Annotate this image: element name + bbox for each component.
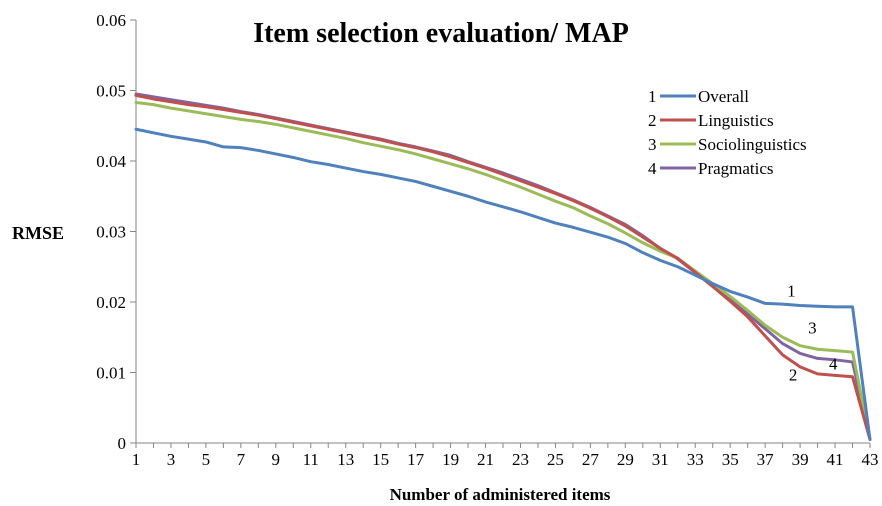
legend-number: 4 xyxy=(648,159,657,178)
series-line-sociolinguistics xyxy=(134,100,872,441)
series-line-overall xyxy=(134,127,872,441)
x-tick-label: 29 xyxy=(617,450,634,469)
x-tick-label: 15 xyxy=(372,450,389,469)
legend-label: Sociolinguistics xyxy=(698,135,807,154)
x-tick-label: 41 xyxy=(827,450,844,469)
x-tick-label: 11 xyxy=(303,450,319,469)
x-tick-label: 19 xyxy=(442,450,459,469)
x-tick-label: 43 xyxy=(862,450,879,469)
annotation-label: 2 xyxy=(789,365,798,384)
series-line-linguistics xyxy=(134,93,872,441)
y-tick-label: 0.02 xyxy=(96,293,126,312)
series-lines xyxy=(134,92,872,441)
y-tick-label: 0.03 xyxy=(96,223,126,242)
x-axis-label: Number of administered items xyxy=(390,485,611,504)
y-axis-label: RMSE xyxy=(12,223,64,243)
x-tick-label: 17 xyxy=(407,450,425,469)
y-tick-label: 0 xyxy=(118,434,127,453)
y-tick-label: 0.01 xyxy=(96,364,126,383)
legend-label: Linguistics xyxy=(698,111,774,130)
y-tick-label: 0.05 xyxy=(96,82,126,101)
legend-label: Overall xyxy=(698,87,749,106)
legend-number: 3 xyxy=(648,135,657,154)
legend-number: 1 xyxy=(648,87,657,106)
x-tick-label: 5 xyxy=(202,450,211,469)
x-tick-label: 13 xyxy=(337,450,354,469)
x-tick-label: 37 xyxy=(757,450,775,469)
x-tick-label: 39 xyxy=(792,450,809,469)
y-tick-label: 0.06 xyxy=(96,11,126,30)
x-tick-label: 27 xyxy=(582,450,600,469)
x-tick-label: 7 xyxy=(237,450,246,469)
annotation-label: 4 xyxy=(829,355,838,374)
legend-label: Pragmatics xyxy=(698,159,774,178)
x-tick-label: 21 xyxy=(477,450,494,469)
line-annotations: 134 2 xyxy=(787,281,838,384)
x-axis-ticks: 1 3 5 7 9 11 13 15 17 19 21 23 25 27 29 31 33 35 37 39 41 43 xyxy=(132,443,879,469)
legend: 1 Overall 2 Linguistics 3 Sociolinguistics 4 Pr… xyxy=(648,87,807,178)
x-tick-label: 25 xyxy=(547,450,564,469)
y-tick-label: 0.04 xyxy=(96,152,126,171)
x-tick-label: 1 xyxy=(132,450,141,469)
x-tick-label: 3 xyxy=(167,450,176,469)
x-tick-label: 35 xyxy=(722,450,739,469)
x-tick-label: 9 xyxy=(272,450,281,469)
annotation-label: 3 xyxy=(808,319,817,338)
x-tick-label: 33 xyxy=(687,450,704,469)
chart-title: Item selection evaluation/ MAP xyxy=(253,18,629,49)
y-axis-ticks: 0 0.01 0.02 0.03 0.04 0.05 0.06 xyxy=(96,11,136,453)
legend-number: 2 xyxy=(648,111,657,130)
x-tick-label: 31 xyxy=(652,450,669,469)
x-tick-label: 23 xyxy=(512,450,529,469)
annotation-label: 1 xyxy=(787,281,796,300)
